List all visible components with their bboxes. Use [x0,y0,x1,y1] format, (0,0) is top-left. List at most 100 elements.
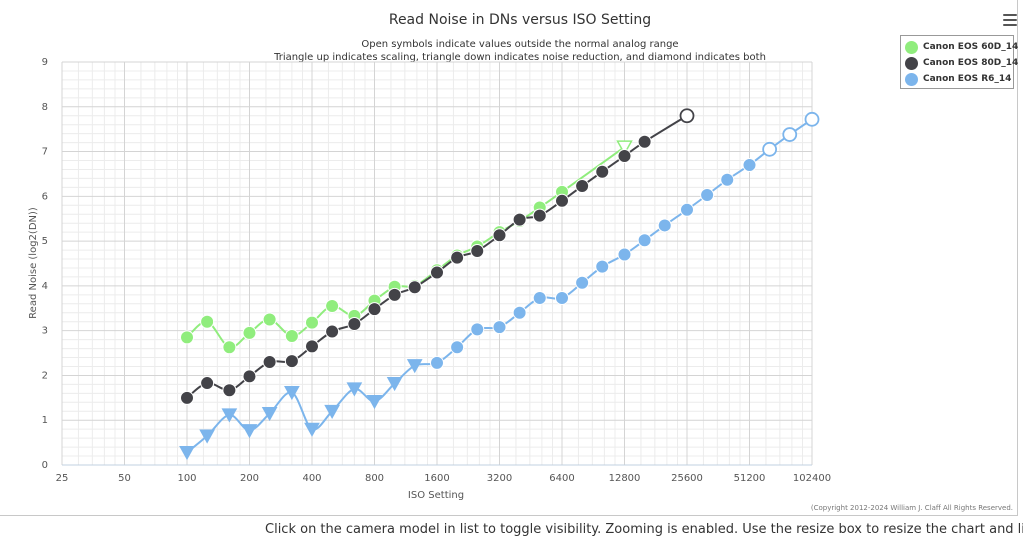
y-tick-label: 9 [42,57,48,68]
data-point [470,243,485,258]
legend-label: Canon EOS R6_14 [923,74,1012,84]
data-point [180,390,194,405]
data-point [782,127,798,142]
data-point [406,359,423,374]
data-point [222,340,237,355]
data-point [242,325,257,340]
y-tick-label: 0 [42,460,48,471]
data-point [221,408,238,423]
y-tick-label: 5 [42,236,48,247]
chart-subtitle-line-1: Open symbols indicate values outside the… [361,39,678,50]
data-point [284,354,299,369]
data-point [222,383,237,398]
data-point [305,339,319,354]
data-point [387,287,402,302]
data-point [555,193,569,208]
x-tick-label: 1600 [424,473,449,484]
data-point [200,376,215,391]
x-tick-label: 100 [177,473,196,484]
y-tick-label: 2 [42,370,48,381]
data-point [180,330,194,345]
data-point [804,111,820,127]
data-point [720,172,735,187]
credits: (Copyright 2012-2024 William J. Claff Al… [811,504,1013,512]
data-point [762,141,778,157]
data-point [575,275,590,290]
data-point [284,386,300,401]
y-tick-label: 1 [42,415,48,426]
series-canon-eos-r6-14 [179,111,820,461]
data-point [430,355,444,370]
data-point [430,265,444,280]
data-point [555,290,569,305]
legend-label: Canon EOS 60D_14 [923,42,1019,52]
data-point [617,247,632,262]
data-point [179,446,195,461]
x-tick-label: 102400 [793,473,831,484]
x-tick-label: 3200 [487,473,512,484]
data-point [386,377,403,392]
x-tick-label: 25 [56,473,69,484]
legend-item-canon-eos-r6[interactable]: Canon EOS R6_14 [905,71,1011,87]
data-point [532,208,547,223]
data-point [450,340,465,355]
series-canon-eos-80d-14 [180,108,695,405]
series-line [186,146,626,349]
data-point [304,422,320,437]
x-tick-label: 50 [118,473,131,484]
legend-marker-icon [905,56,918,70]
data-point [262,312,277,327]
legend-item-canon-eos-80d[interactable]: Canon EOS 80D_14 [905,55,1018,71]
legend-item-canon-eos-60d[interactable]: Canon EOS 60D_14 [905,39,1018,55]
data-point [512,305,527,320]
axes: 25 50 100 200 400 800 1600 3200 6400 12800 25600 51… [42,57,831,484]
data-point [595,164,610,179]
legend-marker-icon [905,40,918,54]
x-axis-title: ISO Setting [408,490,464,501]
data-point [407,280,422,295]
data-point [262,355,277,370]
data-point [305,315,319,330]
data-point [637,134,652,149]
chart-subtitle-line-2: Triangle up indicates scaling, triangle … [273,52,766,63]
x-tick-label: 12800 [609,473,641,484]
y-tick-label: 8 [42,102,48,113]
data-point [492,320,507,335]
data-point [742,157,757,172]
legend-label: Canon EOS 80D_14 [923,58,1019,68]
data-point [657,218,672,233]
x-tick-label: 200 [240,473,259,484]
data-point [284,329,299,344]
data-point [470,322,485,337]
legend-marker-icon [905,72,918,86]
data-point [199,429,215,444]
y-axis-title: Read Noise (log2(DN)) [28,207,39,319]
data-point [450,250,465,265]
chart-container [0,0,1018,516]
x-tick-label: 400 [302,473,321,484]
data-point [325,299,340,314]
data-point [595,259,610,274]
hamburger-menu-icon[interactable] [1003,14,1017,26]
data-point [366,394,383,410]
x-tick-label: 25600 [671,473,703,484]
data-point [325,324,340,339]
data-point [346,382,363,397]
y-tick-label: 4 [42,281,48,292]
data-point [679,108,695,124]
x-tick-label: 6400 [549,473,574,484]
data-point [700,187,715,202]
data-point [680,202,694,217]
x-tick-label: 800 [365,473,384,484]
data-point [512,212,527,227]
data-point [347,316,362,331]
data-point [241,424,258,439]
data-point [637,233,652,248]
y-tick-label: 6 [42,191,48,202]
x-tick-label: 51200 [734,473,766,484]
y-tick-label: 7 [42,147,48,158]
data-point [617,149,632,164]
data-point [575,179,590,194]
data-point [616,140,633,156]
